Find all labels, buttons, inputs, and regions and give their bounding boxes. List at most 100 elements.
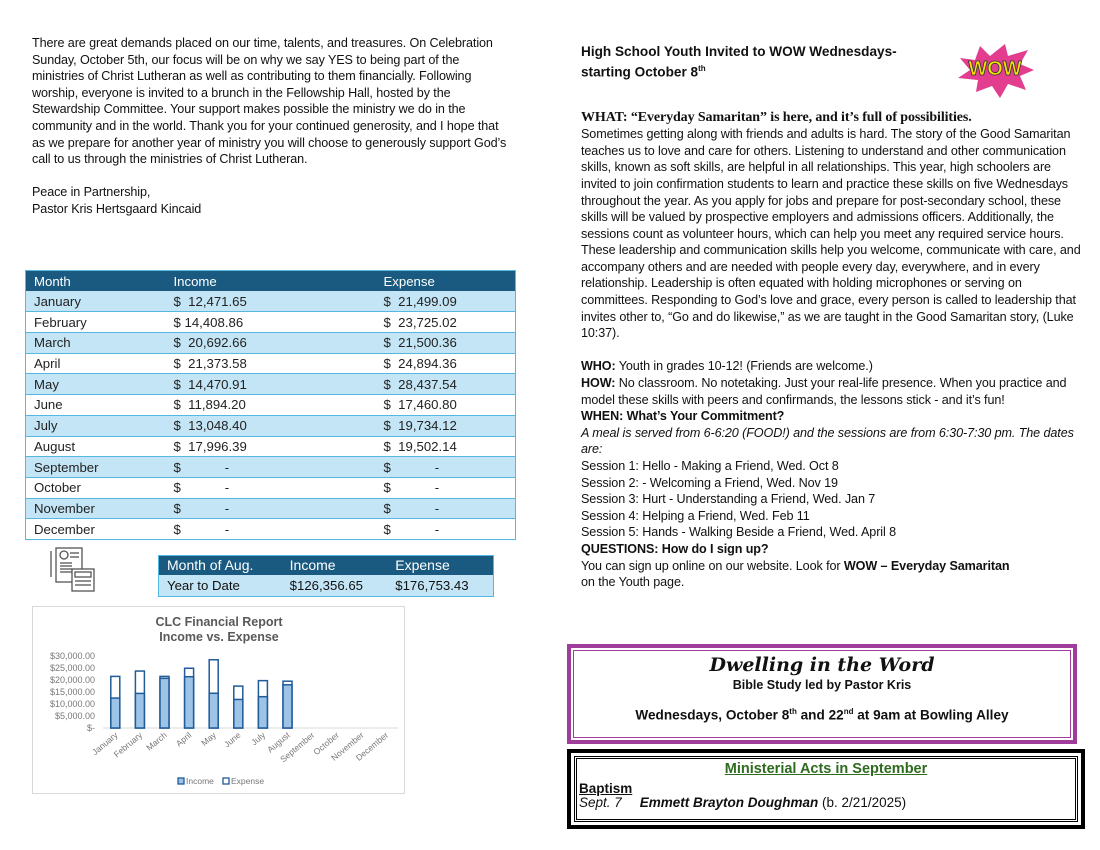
legend-swatch [222, 777, 230, 785]
dwelling-in-the-word-box: Dwelling in the Word Bible Study led by … [567, 644, 1077, 744]
wow-logo: WOW [950, 40, 1040, 107]
session-item: Session 1: Hello - Making a Friend, Wed.… [581, 459, 839, 473]
pastor-letter: There are great demands placed on our ti… [32, 35, 512, 218]
x-tick-label: February [112, 729, 145, 759]
income-expense-chart: CLC Financial Report Income vs. Expense … [32, 606, 405, 794]
income-cell: $ 17,996.39 [165, 436, 376, 458]
income-cell: $ - [165, 518, 376, 540]
expense-cell: $ 19,734.12 [375, 415, 516, 437]
expense-cell: $ 21,500.36 [375, 332, 516, 354]
youth-title: High School Youth Invited to WOW Wednesd… [581, 43, 1081, 81]
y-tick-label: $10,000.00 [50, 699, 95, 709]
ytd-header-month: Month of Aug. [158, 555, 282, 575]
session-list: Session 1: Hello - Making a Friend, Wed.… [581, 458, 1081, 541]
letter-signature: Pastor Kris Hertsgaard Kincaid [32, 201, 202, 216]
what-body-2: These leadership and communication skill… [581, 243, 1081, 341]
y-tick-label: $5,000.00 [55, 711, 95, 721]
expense-cell: $ - [375, 518, 516, 540]
what-body: Sometimes getting along with friends and… [581, 127, 1071, 241]
signup-text: You can sign up online on our website. L… [581, 558, 844, 573]
table-row: March $ 20,692.66 $ 21,500.36 [25, 332, 516, 354]
table-row: November $ - $ - [25, 498, 516, 520]
y-tick-label: $25,000.00 [50, 663, 95, 673]
y-tick-label: $15,000.00 [50, 687, 95, 697]
month-cell: January [25, 291, 166, 313]
expense-cell: $ 28,437.54 [375, 373, 516, 396]
who-text: Youth in grades 10-12! (Friends are welc… [615, 359, 873, 374]
legend-label: Expense [231, 776, 264, 786]
when-label: WHEN: What’s Your Commitment? [581, 409, 785, 424]
income-cell: $ 12,471.65 [165, 291, 376, 313]
income-bar [110, 697, 121, 729]
acts-category: Baptism [579, 781, 633, 796]
y-tick-label: $20,000.00 [50, 675, 95, 685]
income-cell: $ - [165, 498, 376, 520]
session-item: Session 2: - Welcoming a Friend, Wed. No… [581, 475, 838, 490]
session-item: Session 5: Hands - Walking Beside a Frie… [581, 525, 896, 540]
expense-cell: $ 19,502.14 [375, 436, 516, 458]
letter-closing: Peace in Partnership, [32, 185, 151, 200]
year-to-date-table: Month of Aug. Income Expense Year to Dat… [158, 555, 494, 597]
ytd-label: Year to Date [158, 574, 282, 597]
x-tick-label: March [144, 730, 169, 753]
month-cell: April [25, 353, 166, 375]
month-cell: June [25, 394, 166, 416]
month-cell: October [25, 477, 166, 499]
acts-birth: (b. 2/21/2025) [818, 795, 907, 810]
table-row: May $ 14,470.91 $ 28,437.54 [25, 373, 516, 396]
income-cell: $ 14,408.86 [165, 311, 376, 334]
acts-name: Emmett Brayton Doughman [639, 795, 819, 810]
x-tick-label: June [222, 730, 243, 750]
month-cell: May [25, 373, 166, 396]
dwelling-subtitle: Bible Study led by Pastor Kris [732, 678, 912, 692]
signup-end: on the Youth page. [581, 575, 685, 590]
table-row: August $ 17,996.39 $ 19,502.14 [25, 436, 516, 458]
table-row: February $ 14,408.86 $ 23,725.02 [25, 311, 516, 334]
month-cell: September [25, 456, 166, 478]
table-row: June $ 11,894.20 $ 17,460.80 [25, 394, 516, 416]
acts-entry: Sept. 7 Emmett Brayton Doughman (b. 2/21/… [579, 796, 1065, 810]
month-cell: March [25, 332, 166, 354]
col-month: Month [25, 270, 166, 292]
ytd-expense: $176,753.43 [387, 574, 494, 597]
table-row: January $ 12,471.65 $ 21,499.09 [25, 291, 516, 313]
when-text: A meal is served from 6-6:20 (FOOD!) and… [581, 425, 1074, 457]
acts-title: Ministerial Acts in September [724, 761, 928, 777]
income-cell: $ 21,373.58 [165, 353, 376, 375]
ministerial-acts-box: Ministerial Acts in September Baptism Se… [567, 749, 1085, 829]
chart-title: CLC Financial Report [155, 615, 283, 629]
title-sup: th [698, 64, 706, 73]
income-cell: $ 20,692.66 [165, 332, 376, 354]
legend-label: Income [186, 776, 214, 786]
month-cell: November [25, 498, 166, 520]
table-row: October $ - $ - [25, 477, 516, 499]
y-tick-label: $30,000.00 [50, 651, 95, 661]
table-row: December $ - $ - [25, 518, 516, 540]
session-item: Session 3: Hurt - Understanding a Friend… [581, 492, 876, 507]
income-bar [257, 695, 269, 729]
income-cell: $ - [165, 456, 376, 478]
expense-cell: $ 21,499.09 [375, 291, 516, 313]
month-cell: August [25, 436, 166, 458]
income-bar [208, 692, 219, 729]
income-cell: $ 13,048.40 [165, 415, 376, 437]
how-label: HOW: [581, 376, 616, 391]
monthly-finance-table: Month Income Expense January $ 12,471.65 $… [25, 270, 516, 540]
expense-cell: $ 23,725.02 [375, 311, 516, 334]
letter-body: There are great demands placed on our ti… [32, 36, 507, 167]
calculator-document-icon [48, 545, 98, 598]
youth-title-line1: High School Youth Invited to WOW Wednesd… [581, 44, 897, 59]
x-tick-label: April [174, 730, 194, 749]
y-tick-label: $- [87, 723, 95, 733]
ytd-header-expense: Expense [387, 555, 494, 575]
dwelling-schedule: Wednesdays, October 8th and 22nd at 9am … [635, 707, 1009, 723]
youth-article: High School Youth Invited to WOW Wednesd… [581, 43, 1081, 591]
income-cell: $ 14,470.91 [165, 373, 376, 396]
who-label: WHO: [581, 359, 616, 374]
income-cell: $ - [165, 477, 376, 499]
expense-cell: $ - [375, 456, 516, 478]
ytd-income: $126,356.65 [281, 574, 388, 597]
legend-swatch [177, 777, 185, 785]
expense-cell: $ - [375, 498, 516, 520]
income-cell: $ 11,894.20 [165, 394, 376, 416]
